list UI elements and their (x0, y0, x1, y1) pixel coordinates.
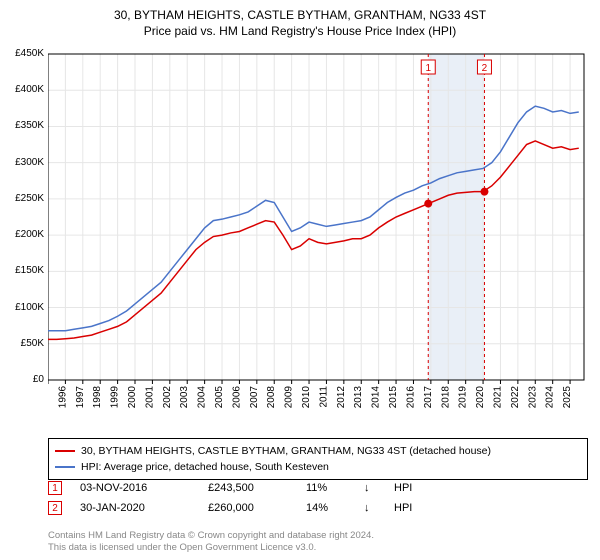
x-tick-label: 1999 (110, 386, 121, 409)
x-tick-label: 2013 (353, 386, 364, 409)
sale-delta: 14% (306, 502, 346, 514)
x-tick-label: 2015 (388, 386, 399, 409)
x-tick-label: 2003 (179, 386, 190, 409)
y-tick-label: £350K (15, 120, 44, 131)
legend-swatch (55, 450, 75, 452)
sale-marker-num: 1 (425, 63, 431, 74)
legend-label: 30, BYTHAM HEIGHTS, CASTLE BYTHAM, GRANT… (81, 443, 491, 459)
x-tick-label: 2021 (492, 386, 503, 409)
sale-hpi-label: HPI (394, 482, 424, 494)
y-tick-label: £200K (15, 229, 44, 240)
x-tick-label: 2008 (266, 386, 277, 409)
series-hpi (48, 106, 579, 331)
price-chart: 1995 1996 1997 1998 1999 2000 2001 2002 2003 2004… (48, 50, 588, 410)
chart-title-sub: Price paid vs. HM Land Registry's House … (0, 22, 600, 44)
legend: 30, BYTHAM HEIGHTS, CASTLE BYTHAM, GRANT… (48, 438, 588, 480)
x-tick-label: 1998 (92, 386, 103, 409)
x-tick-label: 2001 (144, 386, 155, 409)
y-tick-label: £0 (33, 374, 44, 385)
sale-row: 1 03-NOV-2016 £243,500 11% ↓ HPI (48, 478, 588, 498)
sale-hpi-label: HPI (394, 502, 424, 514)
x-tick-label: 2011 (318, 386, 329, 408)
footer-attribution: Contains HM Land Registry data © Crown c… (48, 530, 374, 554)
sale-idx-marker: 2 (48, 501, 62, 515)
y-tick-label: £400K (15, 84, 44, 95)
legend-swatch (55, 466, 75, 468)
legend-row: 30, BYTHAM HEIGHTS, CASTLE BYTHAM, GRANT… (55, 443, 581, 459)
y-tick-label: £50K (21, 338, 44, 349)
x-tick-label: 2005 (214, 386, 225, 409)
x-tick-label: 2024 (545, 386, 556, 409)
highlight-band (428, 54, 484, 380)
x-tick-label: 2018 (440, 386, 451, 409)
x-tick-label: 2014 (371, 386, 382, 409)
x-tick-label: 1996 (57, 386, 68, 409)
sale-idx-marker: 1 (48, 481, 62, 495)
sale-delta: 11% (306, 482, 346, 494)
legend-label: HPI: Average price, detached house, Sout… (81, 459, 329, 475)
sale-row: 2 30-JAN-2020 £260,000 14% ↓ HPI (48, 498, 588, 518)
sale-arrow-icon: ↓ (364, 482, 376, 494)
x-tick-label: 2017 (423, 386, 434, 409)
x-tick-label: 2009 (284, 386, 295, 409)
y-tick-label: £150K (15, 265, 44, 276)
x-tick-label: 2016 (405, 386, 416, 409)
x-tick-label: 2006 (231, 386, 242, 409)
x-tick-label: 2025 (562, 386, 573, 409)
footer-line-2: This data is licensed under the Open Gov… (48, 542, 374, 554)
x-tick-label: 1995 (48, 386, 51, 409)
legend-row: HPI: Average price, detached house, Sout… (55, 459, 581, 475)
x-tick-label: 2002 (162, 386, 173, 409)
x-tick-label: 2004 (197, 386, 208, 409)
x-tick-label: 1997 (75, 386, 86, 409)
x-tick-label: 2000 (127, 386, 138, 409)
sale-point (424, 200, 432, 208)
y-tick-label: £450K (15, 48, 44, 59)
sale-point (480, 188, 488, 196)
sale-marker-num: 2 (482, 63, 488, 74)
x-tick-label: 2010 (301, 386, 312, 409)
y-tick-label: £250K (15, 193, 44, 204)
x-tick-label: 2022 (510, 386, 521, 409)
sale-arrow-icon: ↓ (364, 502, 376, 514)
x-tick-label: 2019 (458, 386, 469, 409)
x-tick-label: 2012 (336, 386, 347, 409)
sale-date: 30-JAN-2020 (80, 502, 190, 514)
footer-line-1: Contains HM Land Registry data © Crown c… (48, 530, 374, 542)
x-tick-label: 2020 (475, 386, 486, 409)
sales-table: 1 03-NOV-2016 £243,500 11% ↓ HPI 2 30-JAN-2020 £… (48, 478, 588, 518)
chart-title-main: 30, BYTHAM HEIGHTS, CASTLE BYTHAM, GRANT… (0, 0, 600, 22)
y-tick-label: £300K (15, 157, 44, 168)
sale-date: 03-NOV-2016 (80, 482, 190, 494)
y-tick-label: £100K (15, 302, 44, 313)
x-tick-label: 2007 (249, 386, 260, 409)
x-tick-label: 2023 (527, 386, 538, 409)
sale-price: £243,500 (208, 482, 288, 494)
sale-price: £260,000 (208, 502, 288, 514)
